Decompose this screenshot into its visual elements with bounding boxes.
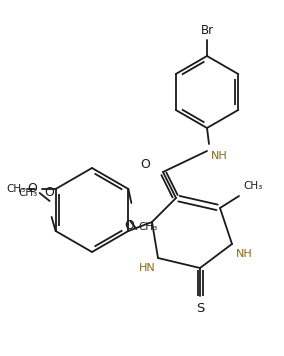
- Text: Br: Br: [201, 24, 214, 37]
- Text: O: O: [45, 186, 55, 199]
- Text: HN: HN: [139, 263, 156, 273]
- Text: NH: NH: [236, 249, 253, 259]
- Text: NH: NH: [211, 151, 228, 161]
- Text: CH₃: CH₃: [243, 181, 262, 191]
- Text: O: O: [27, 183, 37, 195]
- Text: CH₃: CH₃: [138, 222, 158, 232]
- Text: S: S: [196, 302, 204, 315]
- Text: CH₃: CH₃: [6, 184, 26, 194]
- Text: O: O: [124, 219, 134, 232]
- Text: O: O: [140, 157, 150, 171]
- Text: CH₃: CH₃: [18, 188, 37, 198]
